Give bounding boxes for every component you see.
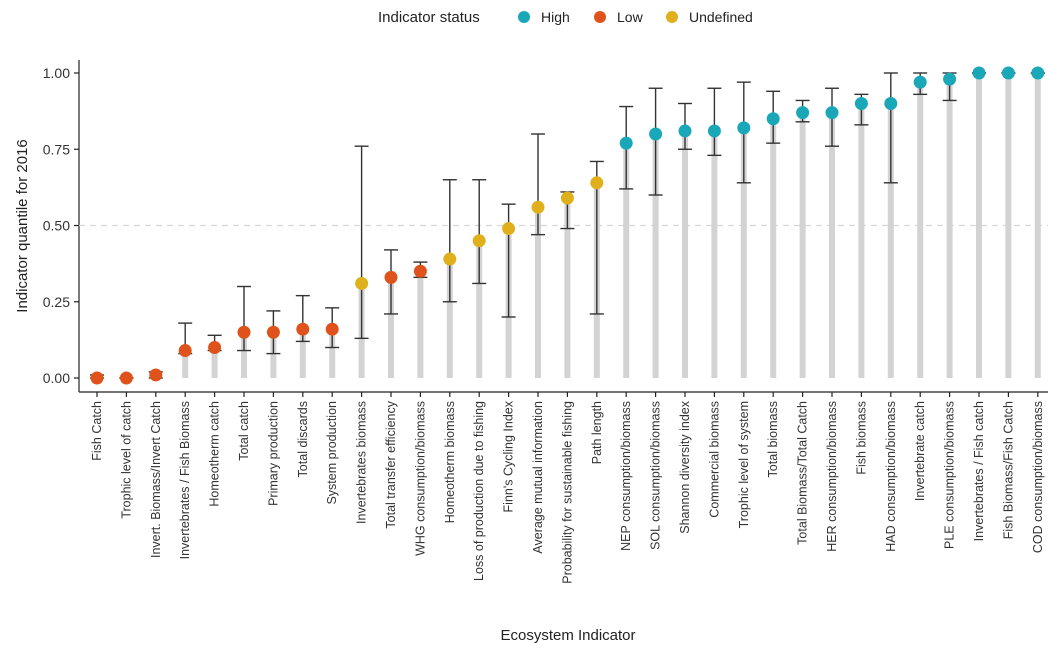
data-point: [355, 276, 369, 290]
x-tick-label: Homeotherm biomass: [443, 401, 457, 523]
legend-label-high: High: [541, 9, 570, 25]
data-point: [972, 66, 986, 80]
x-tick-label: WHG consumption/biomass: [413, 401, 427, 556]
x-tick-label: NEP consumption/biomass: [619, 401, 633, 551]
x-ticks: Fish Catch Trophic level of catch Invert. …: [90, 392, 1045, 584]
y-tick-label: 0.00: [43, 370, 70, 386]
data-point: [178, 344, 192, 358]
x-tick-label: Average mutual information: [531, 401, 545, 554]
y-tick-label: 0.25: [43, 294, 70, 310]
x-tick-label: COD consumption/biomass: [1031, 401, 1045, 553]
x-tick-label: Invert. Biomass/Invert Catch: [149, 401, 163, 558]
data-point: [619, 136, 633, 150]
data-point: [237, 325, 251, 339]
data-point: [149, 368, 163, 382]
x-tick-label: Trophic level of catch: [119, 401, 133, 519]
data-point: [884, 97, 898, 110]
data-point: [531, 200, 545, 214]
x-tick-label: Invertebrates / Fish catch: [972, 401, 986, 541]
x-tick-label: Invertebrate catch: [913, 401, 927, 501]
x-tick-label: Invertebrates / Fish Biomass: [178, 401, 192, 559]
legend-dot-high: [518, 11, 530, 23]
x-tick-label: Path length: [590, 401, 604, 464]
data-point: [90, 371, 104, 385]
data-point: [266, 325, 280, 339]
legend-label-undefined: Undefined: [689, 9, 753, 25]
legend-dot-low: [594, 11, 606, 23]
x-tick-label: Total transfer efficiency: [384, 400, 398, 528]
errorbar-layer: [90, 72, 1045, 379]
data-point: [943, 72, 957, 86]
y-axis-title: Indicator quantile for 2016: [14, 139, 31, 312]
data-point: [413, 264, 427, 278]
legend-label-low: Low: [617, 9, 644, 25]
x-tick-label: Fish Biomass/Fish Catch: [1001, 401, 1015, 539]
data-point: [472, 234, 486, 248]
x-tick-label: HER consumption/biomass: [825, 401, 839, 552]
x-tick-label: Total discards: [296, 401, 310, 477]
x-tick-label: HAD consumption/biomass: [884, 401, 898, 552]
data-point: [1031, 66, 1045, 80]
data-point: [443, 252, 457, 266]
legend-dot-undefined: [666, 11, 678, 23]
x-tick-label: Total biomass: [766, 401, 780, 477]
data-point: [707, 124, 721, 138]
y-tick-label: 0.50: [43, 218, 70, 234]
data-point: [590, 176, 604, 190]
x-tick-label: Loss of production due to fishing: [472, 401, 486, 581]
data-point: [913, 75, 927, 89]
data-point: [854, 97, 868, 110]
y-ticks: 0.00 0.25 0.50 0.75 1.00: [43, 65, 79, 386]
data-point: [384, 270, 398, 284]
x-tick-label: Fish biomass: [854, 401, 868, 475]
data-point: [737, 121, 751, 135]
x-tick-label: PLE consumption/biomass: [943, 401, 957, 549]
data-point: [208, 341, 222, 354]
data-point: [1001, 66, 1015, 80]
data-point: [678, 124, 692, 138]
data-point: [649, 127, 663, 141]
point-layer: [90, 66, 1045, 385]
legend: Indicator status High Low Undefined: [378, 9, 753, 26]
data-point: [796, 106, 810, 120]
x-axis-title: Ecosystem Indicator: [500, 627, 635, 644]
y-tick-label: 0.75: [43, 141, 70, 157]
x-tick-label: System production: [325, 401, 339, 505]
data-point: [325, 322, 339, 336]
x-tick-label: Homeotherm catch: [208, 401, 222, 507]
data-point: [296, 322, 310, 336]
x-tick-label: Total catch: [237, 401, 251, 461]
x-tick-label: Invertebrates biomass: [355, 401, 369, 524]
x-tick-label: Shannon diversity index: [678, 400, 692, 533]
y-tick-label: 1.00: [43, 65, 70, 81]
data-point: [825, 106, 839, 120]
x-tick-label: Commercial biomass: [707, 401, 721, 518]
legend-title: Indicator status: [378, 9, 480, 26]
data-point: [119, 371, 133, 385]
x-tick-label: Probability for sustainable fishing: [560, 401, 574, 584]
x-tick-label: Primary production: [266, 401, 280, 506]
x-tick-label: Finn's Cycling Index: [502, 400, 516, 512]
x-tick-label: Trophic level of system: [737, 401, 751, 528]
x-tick-label: Total Biomass/Total Catch: [796, 401, 810, 545]
data-point: [502, 222, 516, 236]
x-tick-label: SOL consumption/biomass: [649, 401, 663, 550]
data-point: [560, 191, 574, 205]
x-tick-label: Fish Catch: [90, 401, 104, 461]
data-point: [766, 112, 780, 126]
